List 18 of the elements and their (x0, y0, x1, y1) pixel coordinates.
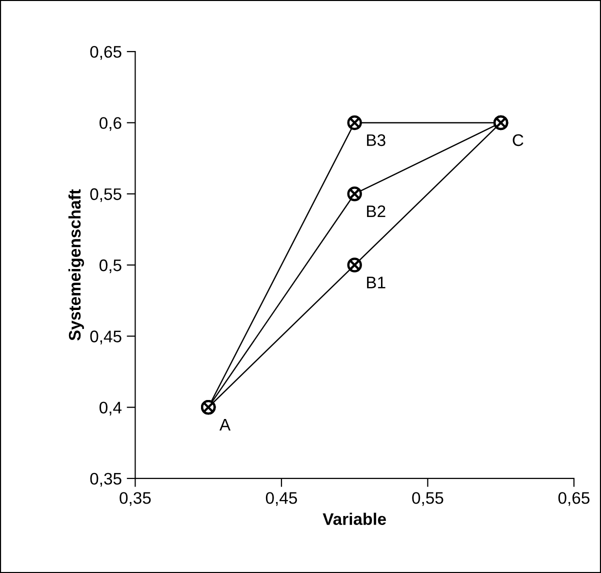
annotation: A (219, 419, 231, 430)
x-tick-label: 0,55 (412, 492, 444, 506)
x-tick-label: 0,65 (558, 492, 590, 506)
annotation: B2 (367, 205, 386, 218)
y-tick-label: 0,35 (90, 472, 122, 487)
y-tick-label: 0,65 (90, 46, 122, 60)
y-tick-label: 0,55 (90, 188, 122, 202)
annotation: B3 (367, 134, 386, 146)
y-tick-label: 0,6 (100, 117, 122, 131)
x-tick-label: 0,45 (266, 492, 297, 506)
annotation: B1 (367, 276, 386, 288)
annotation: C (512, 134, 524, 146)
y-axis-title: Systemeigenschaft (68, 189, 84, 340)
y-tick-label: 0,4 (100, 402, 122, 416)
x-axis-title: Variable (322, 512, 386, 525)
x-tick-label: 0,35 (120, 492, 151, 506)
y-tick-label: 0,5 (100, 259, 122, 274)
y-tick-label: 0,45 (90, 330, 122, 344)
